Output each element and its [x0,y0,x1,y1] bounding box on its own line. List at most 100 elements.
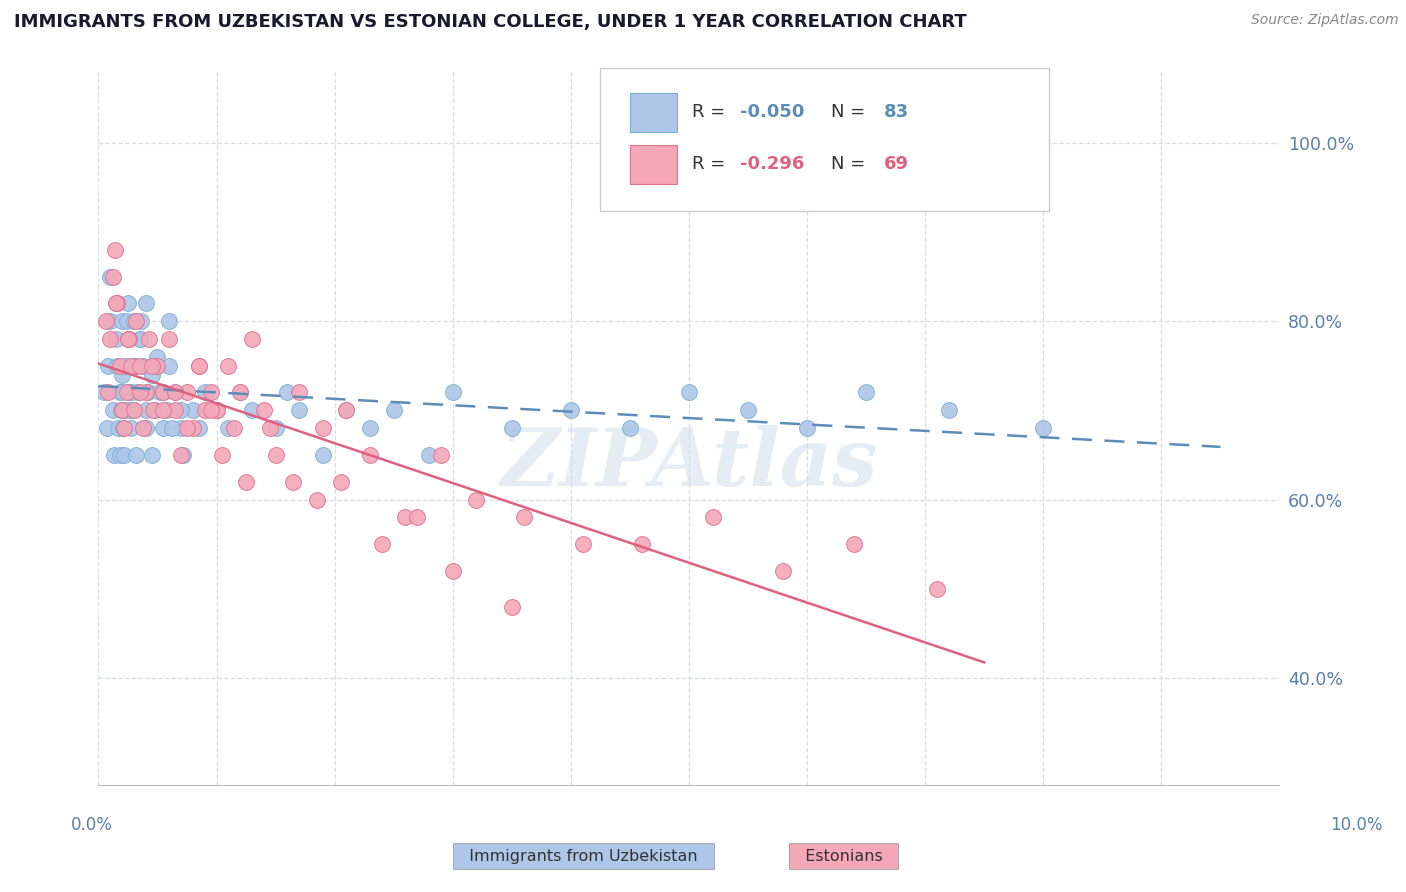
Point [165,385,187,400]
Point [312,448,335,462]
Point [165,385,187,400]
Point [382,403,405,417]
Point [111,385,134,400]
Point [110,403,132,417]
Point [217,359,239,373]
FancyBboxPatch shape [630,145,678,184]
Point [264,421,287,435]
Point [136,385,159,400]
Point [121,421,143,435]
Point [160,421,183,435]
Point [96,421,118,435]
Point [112,403,135,417]
Point [187,359,209,373]
Point [121,385,143,400]
Point [125,359,148,373]
Point [394,510,416,524]
Point [101,269,124,284]
Point [111,368,134,382]
Point [571,537,593,551]
Text: Immigrants from Uzbekistan: Immigrants from Uzbekistan [458,849,709,863]
Point [240,403,263,417]
FancyBboxPatch shape [600,68,1049,211]
Point [111,314,134,328]
Point [283,475,305,489]
Text: R =: R = [693,155,731,173]
Point [125,314,148,328]
Point [406,510,429,524]
Point [108,448,131,462]
Text: 83: 83 [884,103,908,121]
Point [125,448,148,462]
Point [772,564,794,578]
Point [117,332,139,346]
Point [224,421,246,435]
Text: -0.296: -0.296 [740,155,804,173]
Point [107,421,129,435]
Text: Estonians: Estonians [794,849,893,863]
Point [737,403,759,417]
Point [157,359,180,373]
Point [229,385,252,400]
Point [200,385,222,400]
Point [194,385,217,400]
Point [98,314,121,328]
FancyBboxPatch shape [630,93,678,132]
Point [259,421,281,435]
Point [108,359,131,373]
Point [112,448,135,462]
Point [118,403,141,417]
Point [512,510,534,524]
Point [146,359,169,373]
Point [253,403,276,417]
Point [678,385,700,400]
Point [205,403,228,417]
Point [194,403,217,417]
Point [240,332,263,346]
Point [129,314,152,328]
Point [312,421,335,435]
Point [135,385,157,400]
Point [329,475,352,489]
Point [135,296,157,310]
Point [157,332,180,346]
Point [108,385,131,400]
Point [441,564,464,578]
Text: N =: N = [831,155,870,173]
Point [152,385,174,400]
Point [181,403,204,417]
Point [105,296,128,310]
Point [132,359,155,373]
Point [121,359,143,373]
Point [118,332,141,346]
Point [200,403,222,417]
Text: -0.050: -0.050 [740,103,804,121]
Point [229,385,252,400]
Point [1032,421,1054,435]
Point [132,421,155,435]
Point [235,475,257,489]
Point [149,385,172,400]
Text: IMMIGRANTS FROM UZBEKISTAN VS ESTONIAN COLLEGE, UNDER 1 YEAR CORRELATION CHART: IMMIGRANTS FROM UZBEKISTAN VS ESTONIAN C… [14,13,967,31]
Point [288,385,311,400]
Point [135,403,157,417]
Point [170,448,193,462]
Point [465,492,488,507]
Point [105,359,128,373]
Point [105,332,128,346]
Point [146,350,169,364]
Text: 10.0%: 10.0% [1330,816,1384,834]
Point [702,510,724,524]
Point [97,385,120,400]
Point [111,403,134,417]
Point [115,314,138,328]
Point [115,385,138,400]
Point [128,332,150,346]
Point [128,385,150,400]
Point [938,403,960,417]
Point [117,296,139,310]
Point [501,421,523,435]
Point [619,421,641,435]
Point [128,359,150,373]
Point [156,403,179,417]
